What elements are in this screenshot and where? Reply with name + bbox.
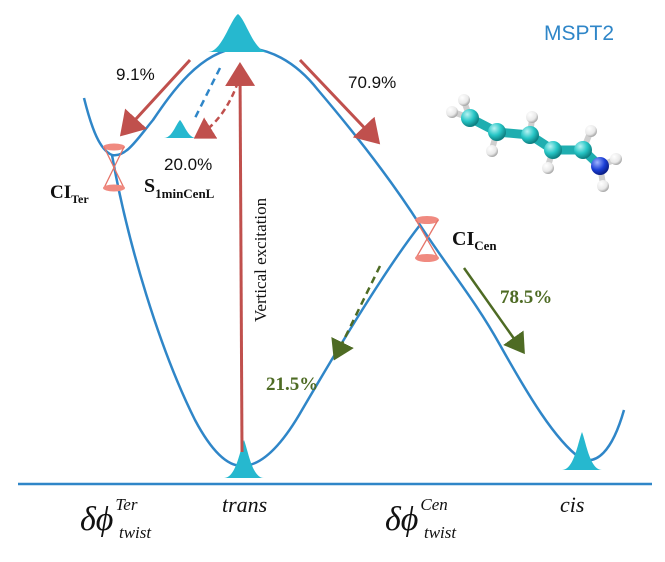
arrow-to-ci-ter bbox=[119, 58, 192, 137]
wavepacket-top bbox=[208, 14, 268, 52]
wavepacket-trans bbox=[224, 440, 264, 478]
excited-state-curve bbox=[82, 46, 626, 462]
wavepacket-cis bbox=[562, 432, 602, 470]
label-cis: cis bbox=[560, 492, 584, 517]
dashed-path-to-s1min bbox=[193, 67, 222, 119]
label-20-0-percent: 20.0% bbox=[164, 155, 212, 174]
arrow-to-cis bbox=[462, 267, 525, 355]
ground-state-curve-left bbox=[110, 154, 243, 468]
label-ci-ter: CITer bbox=[50, 182, 89, 206]
dashed-arrow-to-trans bbox=[331, 265, 382, 361]
wavepacket-s1min bbox=[164, 120, 196, 138]
label-21-5-percent: 21.5% bbox=[266, 374, 318, 395]
label-delta-phi-cen: δϕ Cen twist bbox=[385, 495, 457, 542]
label-9-1-percent: 9.1% bbox=[116, 65, 155, 84]
vertical-excitation-arrow bbox=[225, 62, 256, 453]
ci-ter-marker bbox=[103, 143, 125, 192]
diagram-title: MSPT2 bbox=[544, 22, 614, 45]
label-trans: trans bbox=[222, 492, 267, 517]
label-70-9-percent: 70.9% bbox=[348, 73, 396, 92]
label-78-5-percent: 78.5% bbox=[500, 287, 552, 308]
label-delta-phi-ter: δϕ Ter twist bbox=[80, 495, 152, 542]
molecule-model bbox=[446, 94, 622, 192]
label-s1-min: S1minCenL bbox=[144, 175, 215, 201]
label-vertical-excitation: Vertical excitation bbox=[251, 197, 270, 322]
label-ci-cen: CICen bbox=[452, 228, 497, 253]
dashed-arrow-to-s1min bbox=[193, 81, 240, 139]
arrow-to-right-slope bbox=[298, 58, 381, 145]
ci-cen-marker bbox=[415, 216, 439, 262]
ground-state-curve-right bbox=[241, 224, 421, 468]
